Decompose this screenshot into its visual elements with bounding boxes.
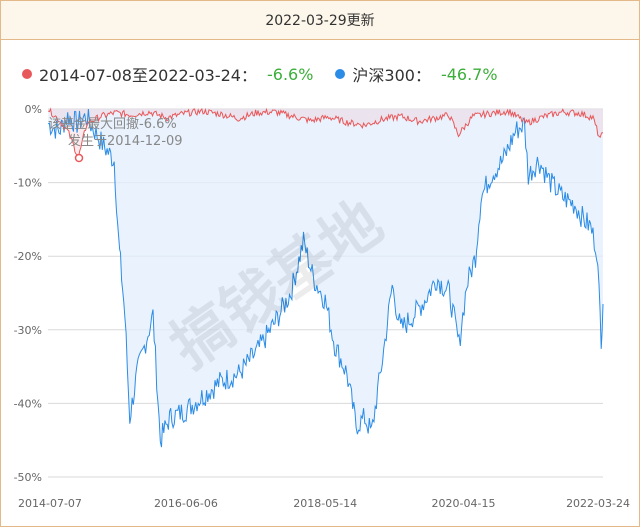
y-tick-label: -20% — [14, 250, 42, 263]
fund-area — [48, 109, 603, 158]
x-tick-label: 2014-07-07 — [18, 497, 82, 510]
y-tick-label: -10% — [14, 177, 42, 190]
annotation-line-1: 该基金最大回撤-6.6% — [48, 116, 177, 132]
fund-legend-value: -6.6% — [266, 64, 314, 84]
index-line — [47, 109, 604, 448]
x-tick-label: 2016-06-06 — [154, 497, 218, 510]
index-legend-label: 沪深300： — [352, 66, 431, 85]
fund-legend-label: 2014-07-08至2022-03-24： — [39, 66, 257, 85]
fund-legend-dot — [22, 69, 32, 79]
annotation-line-2: 发生于2014-12-09 — [68, 133, 183, 149]
y-axis-ticks: 0% -10% -20% -30% -40% -50% — [14, 103, 42, 484]
x-tick-label: 2020-04-15 — [432, 497, 496, 510]
x-tick-label: 2018-05-14 — [293, 497, 357, 510]
max-drawdown-annotation: 该基金最大回撤-6.6% 发生于2014-12-09 — [48, 116, 183, 163]
legend-item-index[interactable]: 沪深300： -46.7% — [335, 62, 498, 86]
legend: 2014-07-08至2022-03-24： -6.6% 沪深300： -46.… — [22, 62, 520, 86]
y-tick-label: 0% — [25, 103, 42, 116]
y-tick-label: -30% — [14, 324, 42, 337]
update-date-header: 2022-03-29更新 — [1, 1, 639, 40]
fund-line — [48, 107, 604, 159]
index-legend-value: -46.7% — [440, 64, 498, 84]
y-tick-label: -50% — [14, 471, 42, 484]
x-tick-label: 2022-03-24 — [566, 497, 630, 510]
y-tick-label: -40% — [14, 397, 42, 410]
legend-item-fund[interactable]: 2014-07-08至2022-03-24： -6.6% — [22, 62, 313, 86]
max-drawdown-marker — [74, 153, 84, 163]
index-area — [48, 109, 603, 448]
x-axis-ticks: 2014-07-07 2016-06-06 2018-05-14 2020-04-15… — [18, 497, 630, 510]
series-lines — [47, 107, 604, 448]
index-legend-dot — [335, 69, 346, 79]
series-areas — [48, 109, 603, 448]
